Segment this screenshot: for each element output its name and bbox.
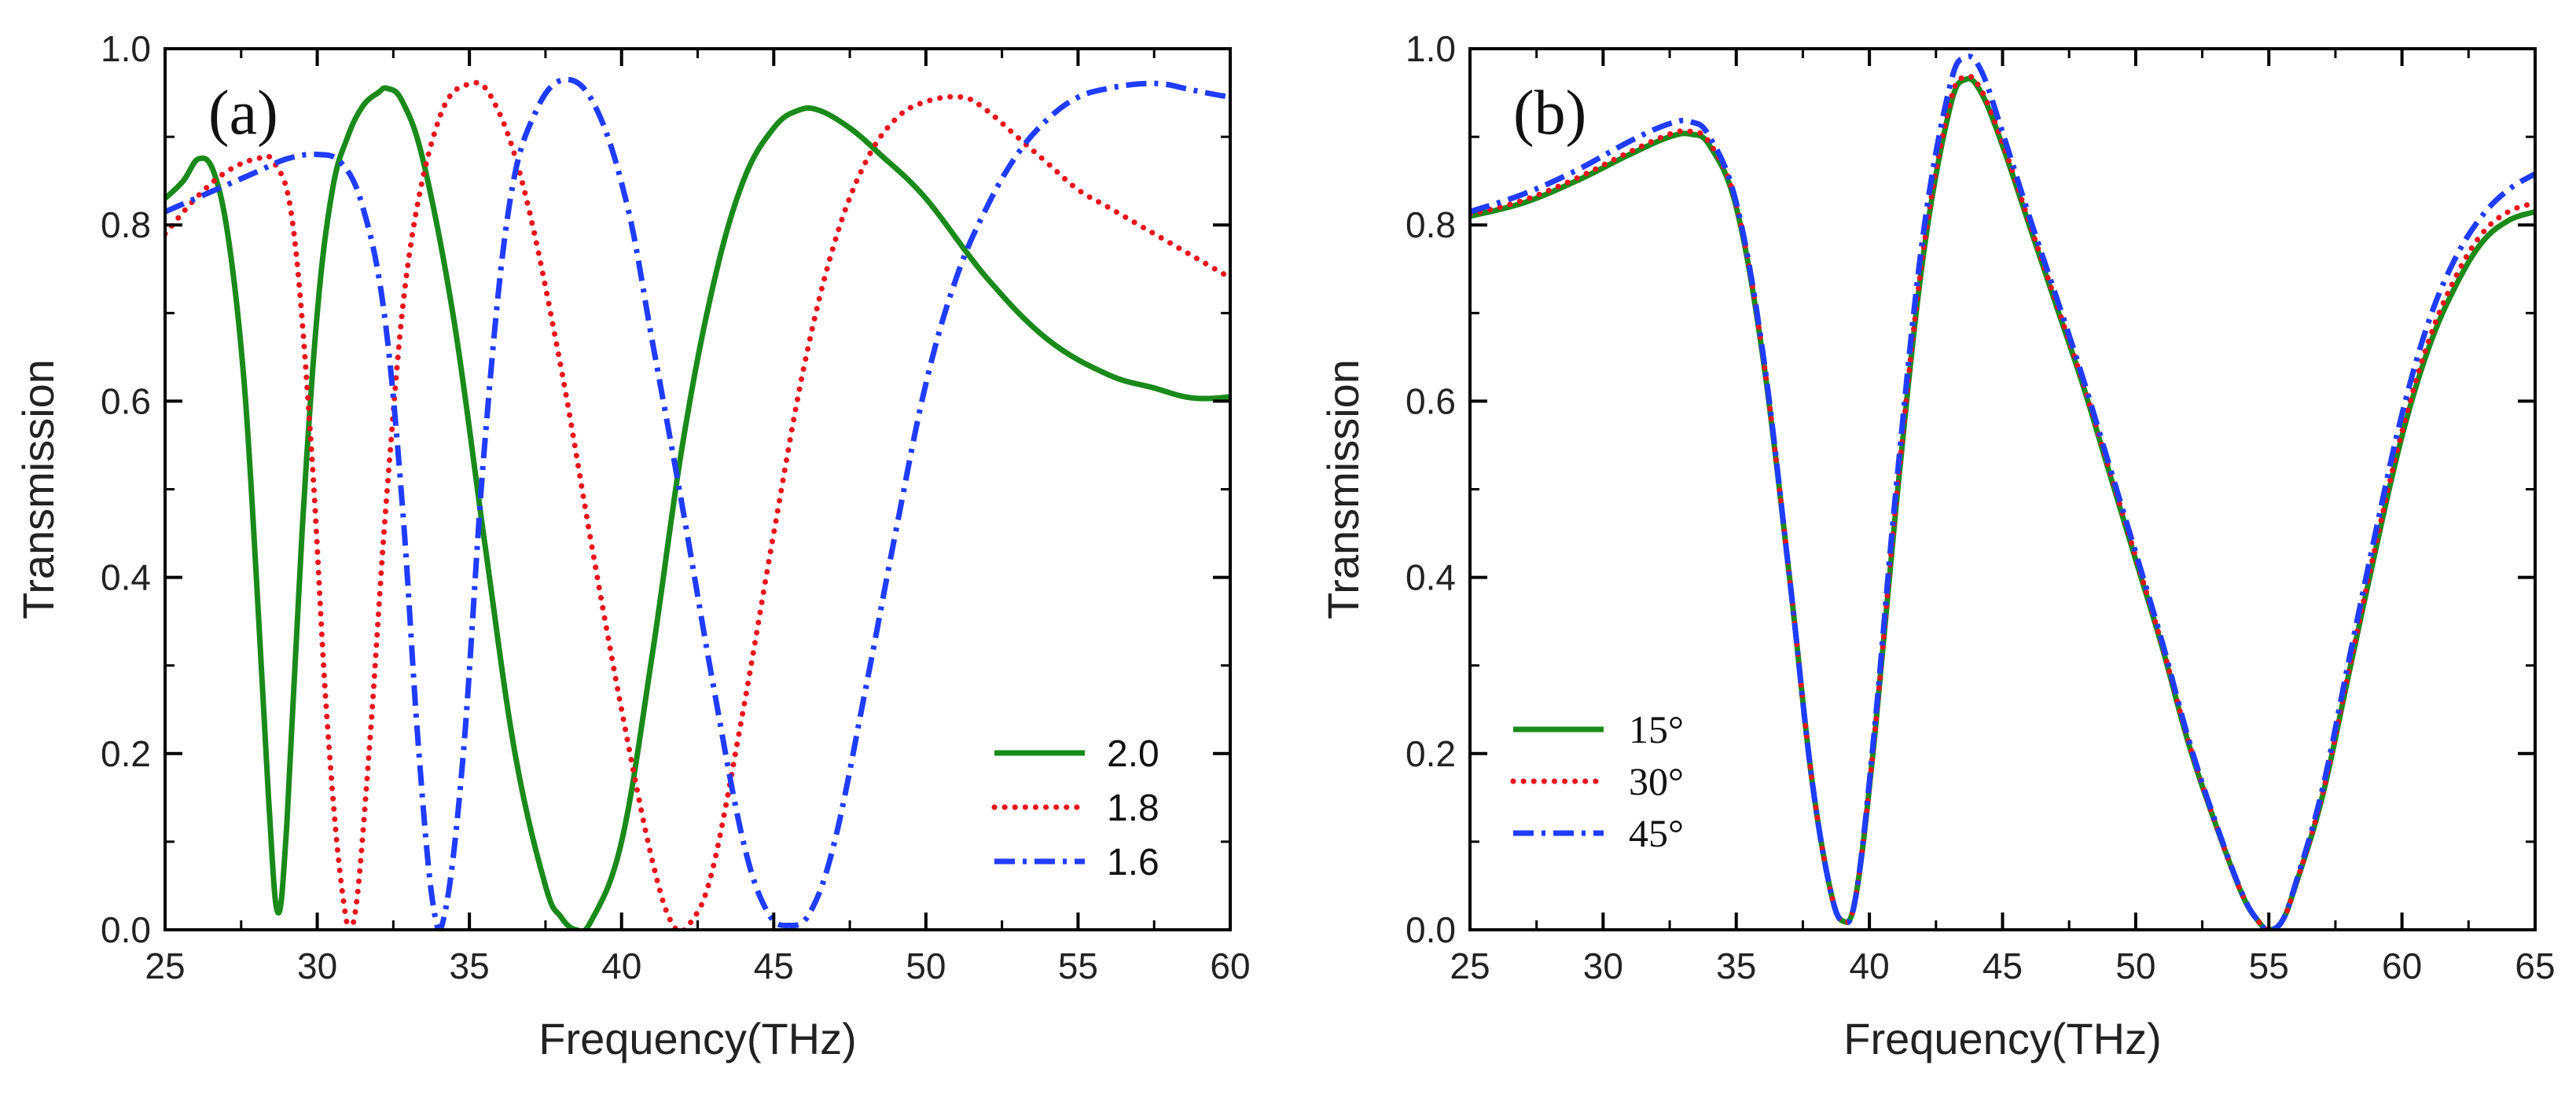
- legend-label: 30°: [1629, 759, 1684, 803]
- series-line-20: [165, 85, 1230, 930]
- y-tick-label: 0.2: [1406, 733, 1456, 774]
- plot-frame: [164, 47, 1232, 931]
- legend-label: 1.8: [1107, 788, 1159, 829]
- x-tick-label: 30: [1583, 946, 1623, 986]
- y-tick-label: 0.2: [101, 733, 151, 774]
- y-axis-title: Transmission: [13, 359, 63, 619]
- series-group: [165, 76, 1230, 930]
- series-line-18: [165, 79, 1230, 930]
- legend-label: 2.0: [1107, 733, 1159, 775]
- x-tick-label: 60: [1210, 946, 1250, 986]
- legend: 15° 30° 45°: [1510, 707, 1684, 855]
- y-tick-label: 0.8: [1406, 204, 1456, 245]
- chart-panel-b: 25 30 35 40 45 50 55 60 65 0.0 0.2 0.4 0.6 0.8 1.0 Freq…: [1318, 28, 2556, 1063]
- x-tick-label: 45: [754, 946, 794, 986]
- legend: 2.0 1.8 1.6: [991, 733, 1159, 883]
- y-tick-label: 0.0: [101, 909, 151, 950]
- panel-label: (a): [208, 79, 278, 148]
- x-tick-label: 60: [2382, 946, 2422, 986]
- series-line-30: [1470, 73, 2535, 930]
- legend-label: 1.6: [1107, 842, 1159, 883]
- x-tick-label: 45: [1983, 946, 2023, 986]
- x-tick-label: 55: [2249, 946, 2289, 986]
- x-tick-label: 40: [1850, 946, 1890, 986]
- chart-panel-a: 25 30 35 40 45 50 55 60 0.0 0.2 0.4 0.6 0.8 1.0 Freque…: [13, 28, 1251, 1063]
- x-tick-label: 25: [145, 946, 185, 986]
- series-group: [1470, 53, 2535, 930]
- y-tick-label: 0.4: [1406, 557, 1456, 598]
- y-axis-title: Transmission: [1318, 359, 1368, 619]
- x-axis-title: Frequency(THz): [1843, 1014, 2162, 1063]
- legend-label: 45°: [1629, 811, 1684, 855]
- x-tick-label: 40: [601, 946, 641, 986]
- y-tick-label: 1.0: [101, 28, 151, 69]
- x-tick-label: 50: [906, 946, 946, 986]
- y-tick-label: 0.4: [101, 557, 151, 598]
- y-tick-label: 0.8: [101, 204, 151, 245]
- x-tick-label: 50: [2115, 946, 2155, 986]
- legend-label: 15°: [1629, 707, 1684, 751]
- x-tick-label: 35: [450, 946, 490, 986]
- x-tick-label: 65: [2515, 946, 2555, 986]
- y-tick-label: 0.0: [1406, 909, 1456, 950]
- x-tick-label: 55: [1058, 946, 1098, 986]
- x-tick-label: 30: [297, 946, 337, 986]
- y-tick-label: 1.0: [1406, 28, 1456, 69]
- y-tick-label: 0.6: [1406, 380, 1456, 421]
- y-tick-label: 0.6: [101, 380, 151, 421]
- panel-label: (b): [1513, 79, 1586, 148]
- x-tick-label: 25: [1450, 946, 1490, 986]
- series-line-16: [165, 76, 1230, 930]
- series-line-45: [1470, 53, 2535, 930]
- x-axis-title: Frequency(THz): [538, 1014, 857, 1063]
- x-tick-label: 35: [1716, 946, 1756, 986]
